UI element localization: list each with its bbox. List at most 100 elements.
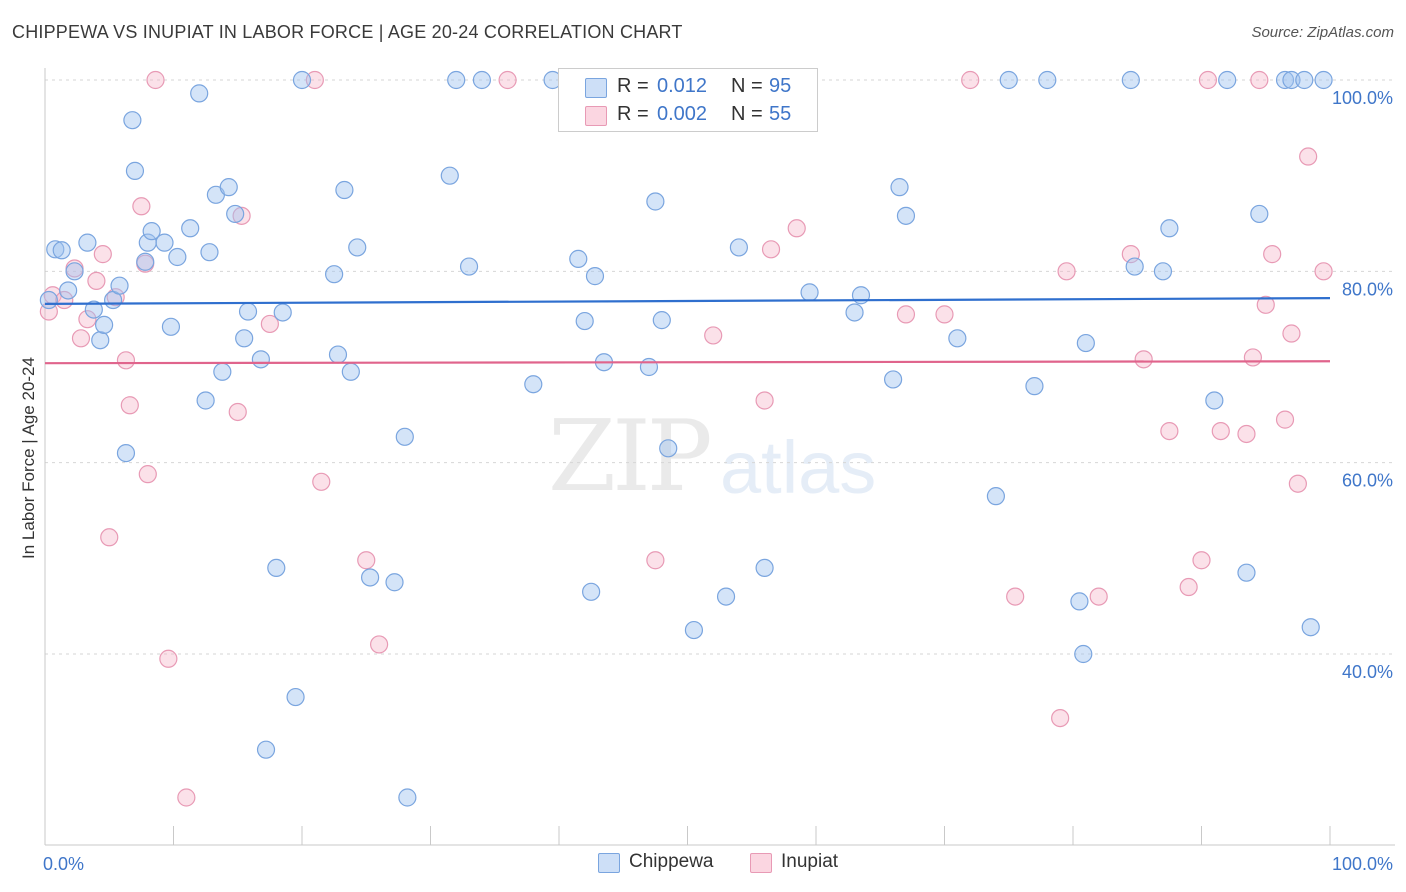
inupiat-point — [1282, 324, 1301, 343]
inupiat-point — [1160, 421, 1179, 441]
chippewa-point — [348, 238, 367, 257]
inupiat-point — [704, 326, 723, 345]
inupiat-point — [100, 528, 119, 547]
inupiat-point — [1192, 551, 1211, 570]
chippewa-point — [1160, 219, 1179, 238]
inupiat-trend-line — [44, 360, 1331, 365]
chippewa-point — [286, 687, 305, 707]
inupiat-point — [120, 396, 139, 415]
chippewa-point — [52, 241, 71, 260]
watermark-atlas: atlas — [720, 426, 877, 509]
chippewa-point — [755, 558, 774, 578]
chippewa-point — [116, 444, 136, 463]
chippewa-point — [235, 329, 254, 348]
chippewa-point — [890, 178, 909, 197]
inupiat-point — [357, 551, 376, 570]
chippewa-point — [459, 257, 479, 276]
chippewa-point — [1218, 70, 1237, 90]
chippewa-point — [328, 345, 348, 364]
inupiat-point — [1263, 245, 1282, 264]
inupiat-point — [1179, 577, 1198, 597]
chippewa-point — [986, 487, 1006, 506]
chippewa-point — [341, 362, 360, 381]
chippewa-point — [1301, 618, 1320, 637]
chippewa-point — [569, 249, 588, 268]
chippewa-point — [1076, 333, 1095, 353]
chippewa-point — [582, 582, 601, 601]
watermark-zip: ZIP — [548, 400, 713, 514]
inupiat-point — [1134, 350, 1153, 369]
inupiat-point — [498, 70, 517, 90]
y-tick-label: 100.0% — [1332, 88, 1393, 108]
chippewa-point — [1121, 70, 1140, 90]
chippewa-point — [168, 247, 187, 267]
chippewa-point — [1070, 592, 1089, 611]
chippewa-swatch — [585, 78, 607, 98]
inupiat-point — [1237, 424, 1256, 444]
chippewa-point — [39, 290, 58, 310]
correlation-legend: R = 0.012 N = 95 R = 0.002 N = 55 — [558, 68, 818, 132]
inupiat-point — [1243, 348, 1263, 367]
chippewa-point — [729, 238, 749, 257]
chippewa-point — [845, 303, 864, 322]
chippewa-point — [472, 70, 491, 90]
chippewa-point — [883, 370, 903, 389]
y-tick-label: 80.0% — [1342, 279, 1393, 299]
inupiat-point — [78, 310, 97, 329]
inupiat-point — [1288, 474, 1307, 493]
chart-title: CHIPPEWA VS INUPIAT IN LABOR FORCE | AGE… — [12, 22, 683, 42]
inupiat-point — [146, 70, 165, 90]
chippewa-point — [395, 427, 414, 446]
chippewa-point — [585, 267, 605, 286]
chippewa-point — [325, 265, 344, 284]
chippewa-point — [948, 329, 967, 348]
inupiat-point — [228, 402, 247, 422]
inupiat-swatch — [585, 106, 607, 126]
chippewa-point — [226, 204, 245, 224]
chippewa-point — [1275, 70, 1295, 90]
inupiat-point — [116, 351, 136, 370]
legend-r-value: 0.012 — [657, 75, 708, 97]
inupiat-legend-label: Inupiat — [781, 851, 839, 872]
chippewa-point — [1074, 644, 1093, 664]
legend-r-label: R = — [617, 75, 649, 97]
chippewa-point — [684, 620, 704, 640]
chippewa-point — [398, 788, 417, 807]
inupiat-point — [312, 472, 331, 491]
legend-n-label: N = — [731, 75, 763, 97]
chippewa-point — [251, 350, 270, 369]
chippewa-point — [1282, 70, 1301, 90]
legend-r-value: 0.002 — [657, 103, 708, 125]
legend-n-value: 55 — [769, 103, 792, 125]
chippewa-point — [181, 219, 200, 238]
chippewa-point — [65, 262, 84, 281]
chippewa-point — [142, 222, 161, 241]
chippewa-point — [1025, 377, 1044, 396]
inupiat-point — [1198, 70, 1218, 90]
chippewa-point — [1205, 391, 1224, 410]
inupiat-legend-swatch — [750, 853, 772, 873]
chippewa-point — [136, 252, 155, 271]
chippewa-point — [125, 161, 145, 180]
axis-labels: 100.0% 80.0% 60.0% 40.0% 0.0% 100.0% In Labor … — [19, 88, 1393, 874]
legend-r-label: R = — [617, 103, 649, 125]
inupiat-point — [761, 240, 781, 259]
chippewa-point — [238, 302, 258, 321]
grid-lines — [45, 79, 1395, 655]
chippewa-legend-label: Chippewa — [629, 851, 714, 872]
inupiat-point — [370, 635, 389, 654]
chippewa-point — [575, 311, 594, 331]
inupiat-point — [305, 70, 324, 90]
inupiat-point — [232, 206, 251, 225]
chippewa-point — [273, 303, 292, 322]
chippewa-point — [95, 315, 114, 335]
inupiat-point — [132, 197, 151, 216]
inupiat-point — [1051, 708, 1070, 728]
chippewa-point — [652, 311, 671, 330]
chippewa-point — [646, 192, 665, 211]
x-tick-label-min: 0.0% — [43, 854, 84, 874]
chippewa-point — [161, 317, 181, 336]
chippewa-point — [1314, 70, 1333, 90]
inupiat-point — [177, 788, 196, 807]
